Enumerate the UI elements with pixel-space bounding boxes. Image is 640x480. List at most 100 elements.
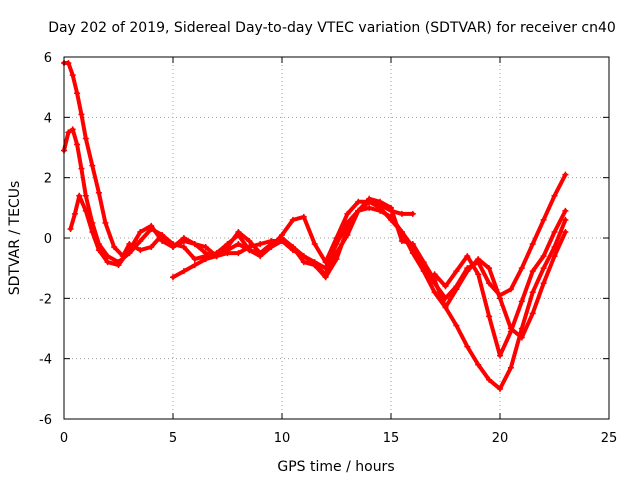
data-point xyxy=(464,253,471,260)
data-point xyxy=(311,259,318,266)
y-tick-label: -4 xyxy=(39,353,52,368)
data-point xyxy=(126,247,133,254)
data-point xyxy=(95,189,102,196)
data-point xyxy=(111,244,118,251)
data-point xyxy=(300,253,307,260)
data-point xyxy=(475,361,482,368)
plot-frame xyxy=(63,56,610,420)
axis-ticks: 0 5 10 15 20 25 -6 -4 -2 0 2 4 6 xyxy=(39,51,617,446)
data-point xyxy=(497,385,503,392)
series-track-4 xyxy=(171,205,568,340)
data-point xyxy=(257,250,264,257)
data-point xyxy=(148,244,155,251)
data-point xyxy=(333,256,340,263)
data-point xyxy=(366,198,373,205)
data-point xyxy=(529,268,536,275)
data-point xyxy=(507,364,514,371)
data-point xyxy=(409,250,416,257)
data-point xyxy=(89,228,96,235)
data-point xyxy=(202,256,209,263)
data-point xyxy=(159,238,166,245)
data-point xyxy=(82,192,89,199)
data-point xyxy=(398,238,405,245)
data-point xyxy=(246,247,253,254)
data-point xyxy=(78,111,85,118)
data-point xyxy=(442,283,449,290)
data-point xyxy=(74,90,81,97)
data-point xyxy=(333,241,340,248)
data-point xyxy=(355,198,362,205)
data-point xyxy=(540,253,547,260)
data-point xyxy=(551,253,558,260)
data-point xyxy=(137,228,144,235)
data-point xyxy=(137,247,144,254)
data-point xyxy=(562,171,569,178)
data-point xyxy=(540,265,547,272)
y-tick-label: 0 xyxy=(44,232,52,247)
data-point xyxy=(431,280,438,287)
data-point xyxy=(191,256,198,263)
y-tick-label: 6 xyxy=(44,51,52,66)
data-point xyxy=(518,265,525,272)
data-point xyxy=(475,256,482,263)
data-point xyxy=(529,310,536,317)
data-point xyxy=(355,207,362,214)
data-point xyxy=(71,210,78,217)
series-track-2 xyxy=(62,127,568,391)
data-point xyxy=(76,192,83,199)
data-point xyxy=(300,259,307,266)
data-point xyxy=(486,376,493,383)
data-point xyxy=(191,241,198,248)
data-point xyxy=(279,235,285,241)
data-point xyxy=(420,268,427,275)
data-point xyxy=(311,241,318,248)
data-point xyxy=(170,244,176,251)
data-point xyxy=(89,162,96,169)
data-point xyxy=(377,207,384,214)
x-tick-label: 20 xyxy=(492,431,509,446)
x-axis-label: GPS time / hours xyxy=(277,459,394,475)
data-point xyxy=(464,343,471,350)
data-point xyxy=(366,204,373,211)
data-point xyxy=(497,352,503,359)
data-point xyxy=(104,259,111,266)
data-point xyxy=(322,274,329,281)
y-tick-label: 2 xyxy=(44,172,52,187)
data-point xyxy=(540,216,547,223)
data-point xyxy=(529,289,536,296)
y-tick-label: -6 xyxy=(39,413,52,428)
x-tick-label: 15 xyxy=(383,431,400,446)
data-point xyxy=(65,129,72,136)
data-point xyxy=(213,253,220,260)
data-point xyxy=(377,198,384,205)
data-point xyxy=(202,244,209,251)
data-point xyxy=(191,262,198,269)
data-point xyxy=(344,210,351,217)
data-point xyxy=(529,241,536,248)
data-point xyxy=(82,207,89,214)
data-point xyxy=(388,213,394,220)
data-point xyxy=(475,271,482,278)
data-point xyxy=(507,328,514,335)
data-point xyxy=(486,313,493,320)
data-point xyxy=(431,289,438,296)
data-point xyxy=(453,268,460,275)
data-point xyxy=(180,268,187,275)
data-point xyxy=(497,295,503,302)
data-point xyxy=(562,207,569,214)
data-point xyxy=(78,165,85,172)
data-point xyxy=(453,286,460,293)
data-point xyxy=(442,295,449,302)
x-tick-label: 25 xyxy=(601,431,618,446)
data-point xyxy=(235,228,242,235)
data-point xyxy=(398,210,405,217)
data-point xyxy=(442,304,449,311)
data-series xyxy=(61,60,569,392)
data-point xyxy=(551,228,558,235)
data-point xyxy=(453,322,460,329)
data-point xyxy=(82,135,89,142)
data-point xyxy=(540,280,547,287)
data-point xyxy=(551,192,558,199)
data-point xyxy=(322,265,329,272)
data-point xyxy=(388,204,394,211)
